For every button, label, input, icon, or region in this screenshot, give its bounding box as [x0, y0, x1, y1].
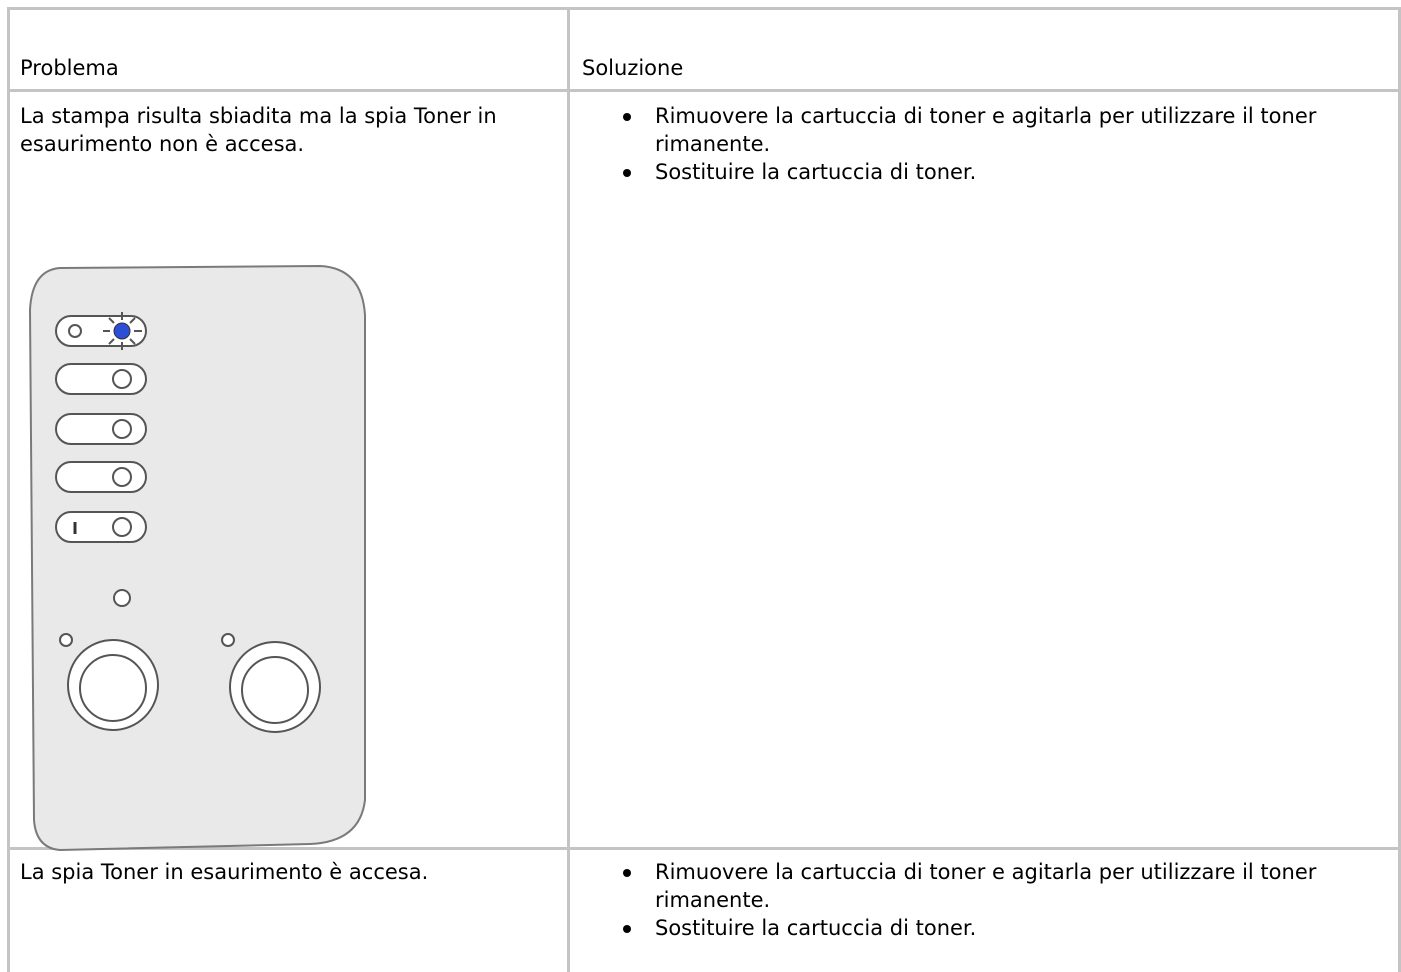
solution-item: Rimuovere la cartuccia di toner e agitar…: [570, 102, 1390, 158]
header-cell: Problema: [20, 56, 119, 80]
border: [8, 847, 1401, 850]
solution-list: Rimuovere la cartuccia di toner e agitar…: [570, 102, 1390, 186]
solution-item: Sostituire la cartuccia di toner.: [570, 914, 1390, 942]
header-cell: Soluzione: [582, 56, 684, 80]
border: [1398, 7, 1401, 972]
border: [7, 7, 10, 972]
solution-cell: Rimuovere la cartuccia di toner e agitar…: [570, 858, 1390, 942]
problem-cell: La spia Toner in esaurimento è accesa.: [20, 860, 429, 884]
border: [8, 7, 1401, 10]
border: [8, 89, 1401, 92]
printer-panel-illustration: [28, 264, 366, 852]
solution-item: Rimuovere la cartuccia di toner e agitar…: [570, 858, 1390, 914]
problem-cell: La stampa risulta sbiadita ma la spia To…: [20, 104, 497, 156]
border: [567, 7, 570, 972]
solution-item: Sostituire la cartuccia di toner.: [570, 158, 1390, 186]
solution-list: Rimuovere la cartuccia di toner e agitar…: [570, 858, 1390, 942]
solution-cell: Rimuovere la cartuccia di toner e agitar…: [570, 102, 1390, 186]
